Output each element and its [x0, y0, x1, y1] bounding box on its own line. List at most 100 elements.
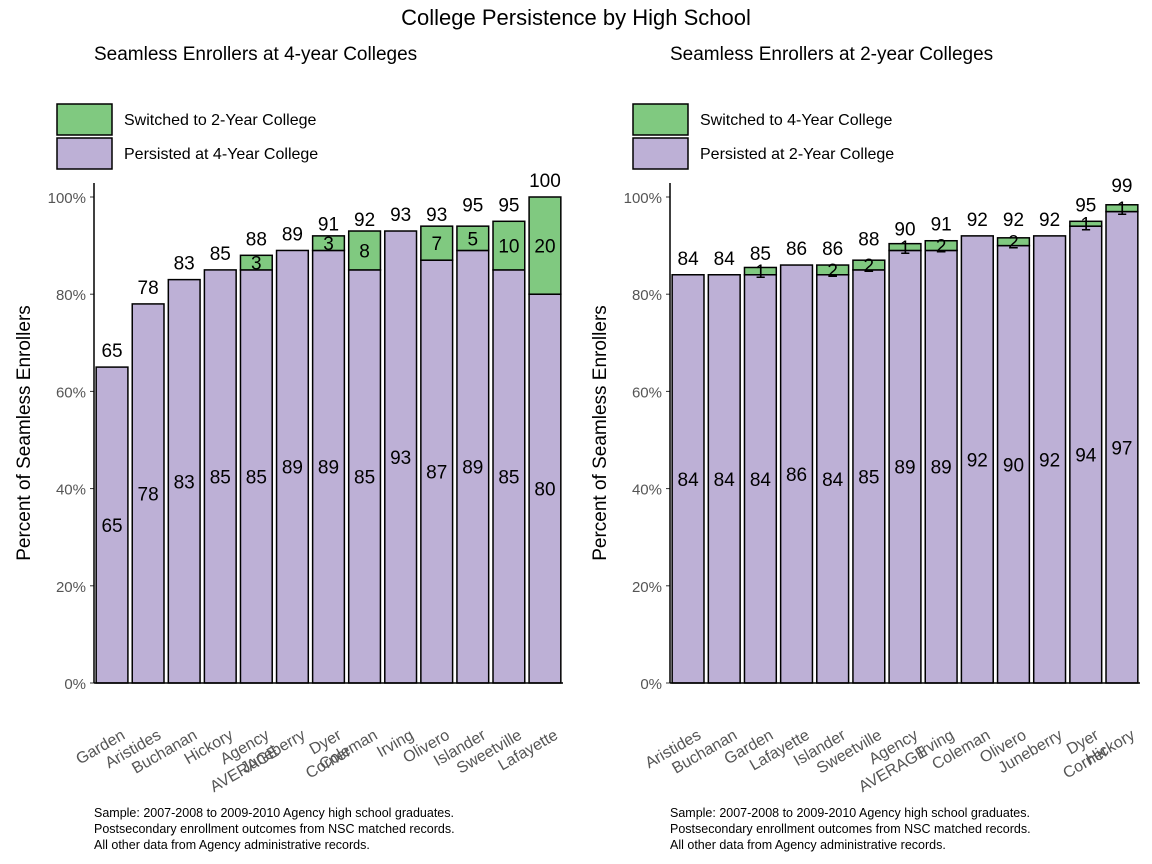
legend-label: Switched to 2-Year College — [124, 112, 317, 129]
y-tick-label: 60% — [632, 384, 662, 401]
data-label-switched: 10 — [498, 237, 519, 258]
data-label-persisted: 93 — [390, 448, 411, 469]
data-label-switched: 2 — [936, 237, 947, 258]
legend-label: Persisted at 2-Year College — [700, 146, 894, 163]
data-label-total: 91 — [931, 215, 952, 236]
data-label-total: 99 — [1111, 176, 1132, 197]
data-label-persisted: 89 — [894, 458, 915, 479]
footnote-line: All other data from Agency administrativ… — [670, 838, 946, 852]
data-label-persisted: 85 — [210, 467, 231, 488]
data-label-persisted: 89 — [931, 458, 952, 479]
data-label-persisted: 97 — [1111, 438, 1132, 459]
data-label-total: 65 — [101, 341, 122, 362]
data-label-total: 91 — [318, 215, 339, 236]
bar-switched — [239, 254, 273, 271]
legend-swatch-persisted — [56, 137, 113, 170]
bar-persisted — [456, 249, 490, 684]
data-label-persisted: 85 — [354, 467, 375, 488]
data-label-persisted: 85 — [498, 467, 519, 488]
bar-switched — [924, 239, 958, 252]
chart-subtitle: Seamless Enrollers at 4-year Colleges — [94, 44, 417, 65]
bar-switched — [1069, 220, 1103, 227]
data-label-persisted: 78 — [138, 484, 159, 505]
data-label-total: 92 — [967, 210, 988, 231]
data-label-total: 92 — [1039, 210, 1060, 231]
data-label-total: 95 — [498, 195, 519, 216]
y-tick-label: 0% — [640, 676, 662, 693]
legend-label: Switched to 4-Year College — [700, 112, 893, 129]
data-label-persisted: 92 — [967, 450, 988, 471]
y-axis-label: Percent of Seamless Enrollers — [590, 305, 611, 561]
bar-persisted — [492, 269, 526, 684]
data-label-switched: 20 — [534, 237, 555, 258]
data-label-total: 86 — [786, 239, 807, 260]
data-label-persisted: 84 — [678, 470, 700, 491]
data-label-total: 95 — [462, 195, 483, 216]
data-label-total: 78 — [138, 278, 159, 299]
bar-persisted — [203, 269, 237, 684]
data-label-total: 88 — [858, 229, 879, 250]
bar-switched — [420, 225, 454, 261]
bar-persisted — [528, 293, 562, 684]
y-tick-label: 60% — [56, 384, 86, 401]
bar-switched — [528, 196, 562, 295]
y-tick-label: 40% — [56, 482, 86, 499]
data-label-persisted: 92 — [1039, 450, 1060, 471]
data-label-persisted: 83 — [174, 472, 195, 493]
y-tick-label: 20% — [632, 579, 662, 596]
footnote-line: All other data from Agency administrativ… — [94, 838, 370, 852]
data-label-persisted: 89 — [282, 458, 303, 479]
bar-persisted — [924, 249, 958, 684]
legend-label: Persisted at 4-Year College — [124, 146, 318, 163]
bar-switched — [311, 235, 346, 252]
bar-persisted — [960, 235, 994, 684]
y-tick-label: 80% — [56, 287, 86, 304]
data-label-switched: 1 — [1080, 215, 1091, 236]
data-label-switched: 1 — [755, 262, 766, 283]
data-label-total: 85 — [750, 244, 771, 265]
data-label-total: 88 — [246, 229, 267, 250]
data-label-persisted: 94 — [1075, 446, 1097, 467]
bar-persisted — [239, 269, 273, 684]
y-tick-label: 40% — [632, 482, 662, 499]
bar-switched — [743, 266, 778, 276]
data-label-switched: 8 — [359, 241, 370, 262]
chart-subtitle: Seamless Enrollers at 2-year Colleges — [670, 44, 993, 65]
data-label-total: 86 — [822, 239, 843, 260]
footnote-line: Postsecondary enrollment outcomes from N… — [94, 822, 455, 836]
y-axis-label: Percent of Seamless Enrollers — [14, 305, 35, 561]
data-label-persisted: 87 — [426, 463, 447, 484]
bar-persisted — [347, 269, 382, 684]
data-label-total: 83 — [174, 254, 195, 275]
data-label-switched: 5 — [468, 229, 479, 250]
data-label-persisted: 90 — [1003, 455, 1024, 476]
y-tick-label: 80% — [632, 287, 662, 304]
bar-switched — [852, 259, 886, 271]
bar-persisted — [384, 230, 418, 684]
data-label-persisted: 85 — [246, 467, 267, 488]
bar-switched — [816, 264, 850, 276]
data-label-persisted: 89 — [462, 458, 483, 479]
data-label-total: 93 — [390, 205, 411, 226]
bar-persisted — [275, 249, 310, 684]
data-label-persisted: 65 — [101, 516, 122, 537]
data-label-switched: 3 — [323, 234, 334, 255]
data-label-persisted: 80 — [534, 480, 555, 501]
footnote-line: Sample: 2007-2008 to 2009-2010 Agency hi… — [94, 806, 454, 820]
figure-title: College Persistence by High School — [401, 5, 751, 30]
data-label-switched: 1 — [1117, 199, 1128, 220]
y-tick-label: 20% — [56, 579, 86, 596]
bar-switched — [888, 242, 922, 252]
data-label-total: 93 — [426, 205, 447, 226]
data-label-total: 90 — [894, 220, 915, 241]
data-label-total: 84 — [714, 249, 736, 270]
data-label-switched: 2 — [1008, 233, 1019, 254]
data-label-total: 95 — [1075, 195, 1096, 216]
footnote-line: Postsecondary enrollment outcomes from N… — [670, 822, 1031, 836]
panel-2year: Seamless Enrollers at 2-year Colleges Swi… — [590, 44, 1140, 852]
data-label-switched: 2 — [827, 261, 838, 282]
y-tick-label: 0% — [64, 676, 86, 693]
legend-swatch-switched — [56, 103, 113, 136]
data-label-persisted: 84 — [822, 470, 844, 491]
